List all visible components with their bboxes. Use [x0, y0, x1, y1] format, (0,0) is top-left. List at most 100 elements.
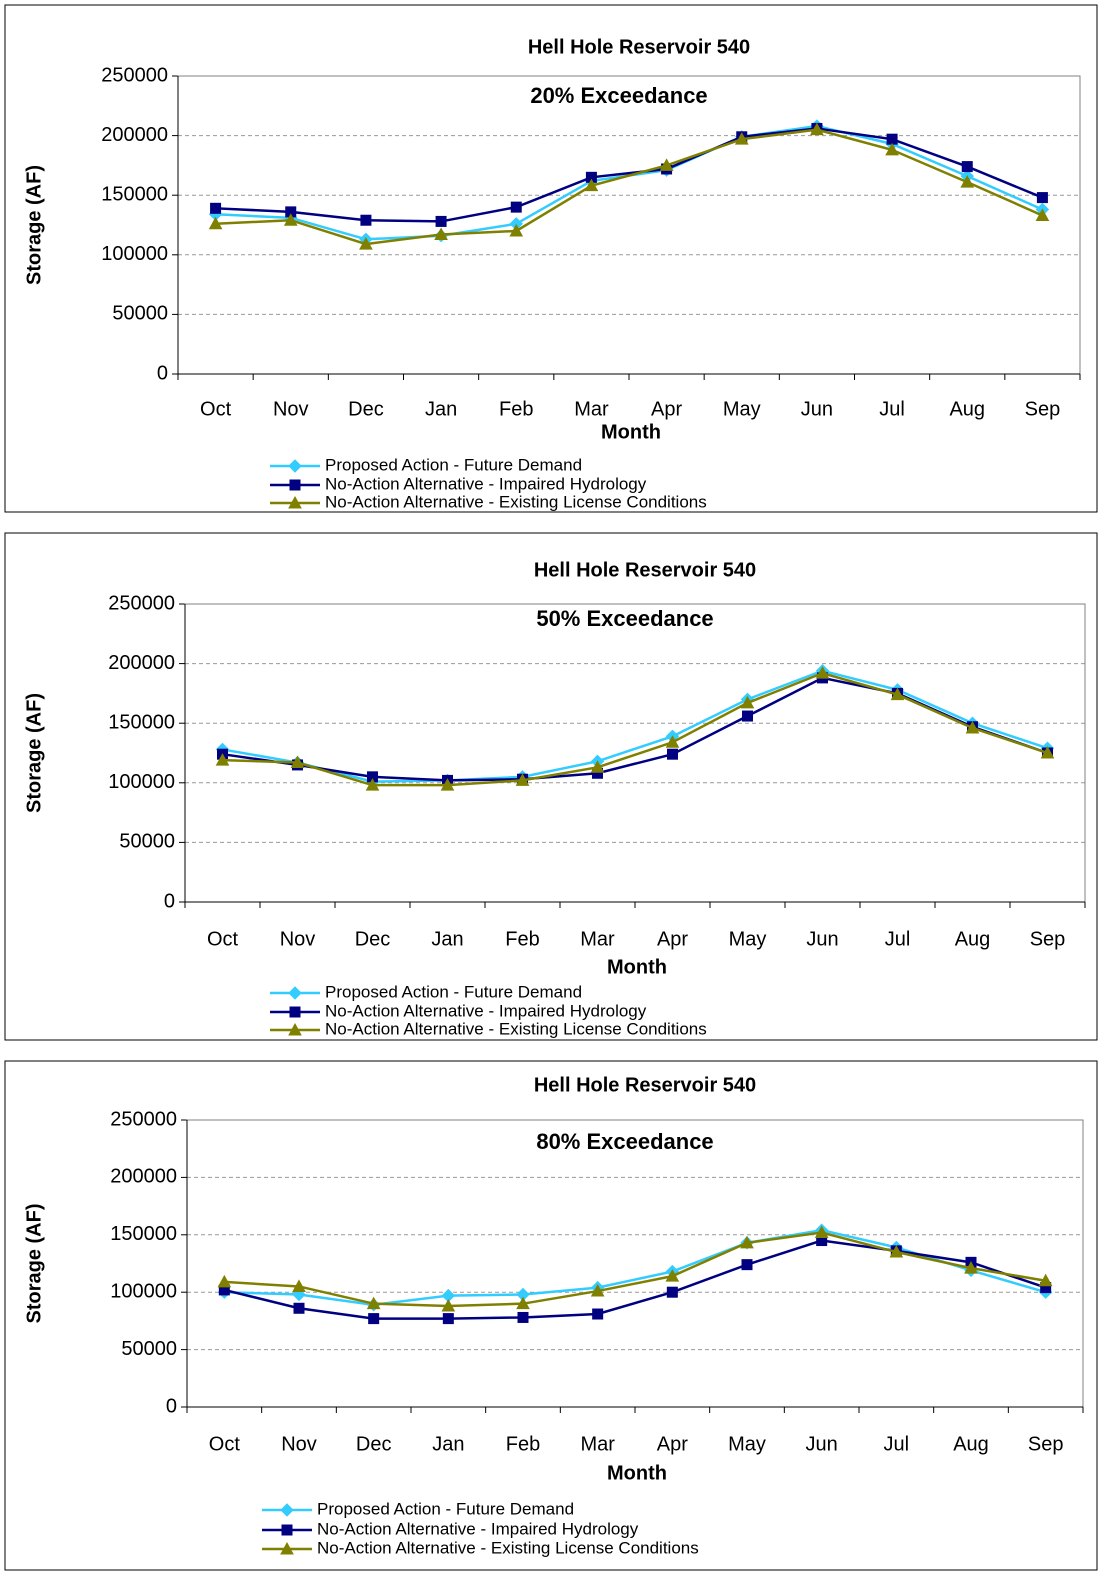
marker	[742, 710, 753, 722]
y-tick-label: 200000	[110, 1166, 177, 1188]
x-tick-label: Apr	[651, 398, 682, 420]
x-tick-label: Apr	[657, 1433, 688, 1455]
chart-title: Hell Hole Reservoir 540	[534, 1074, 756, 1096]
marker	[289, 1006, 301, 1018]
marker	[283, 213, 298, 226]
series-line	[215, 127, 1043, 223]
marker	[667, 748, 678, 760]
x-tick-label: Jan	[425, 398, 457, 420]
marker	[288, 459, 302, 473]
subtitle: 50% Exceedance	[536, 606, 713, 631]
x-tick-label: Dec	[356, 1433, 392, 1455]
marker	[440, 778, 455, 791]
x-axis-label: Month	[607, 956, 667, 978]
marker	[359, 237, 373, 250]
x-tick-label: Sep	[1030, 928, 1066, 950]
series-line	[222, 676, 1048, 782]
marker	[217, 1274, 232, 1288]
y-tick-label: 250000	[108, 592, 175, 614]
marker	[442, 1313, 454, 1325]
marker	[961, 161, 973, 173]
y-tick-label: 100000	[110, 1280, 177, 1302]
marker	[517, 1311, 529, 1323]
marker	[208, 216, 223, 230]
marker	[1036, 192, 1048, 204]
legend-label: No-Action Alternative - Existing License…	[325, 492, 707, 511]
x-tick-label: Sep	[1028, 1433, 1064, 1455]
x-tick-label: Oct	[200, 398, 232, 420]
x-tick-label: Nov	[281, 1433, 317, 1455]
series-line	[224, 1228, 1047, 1307]
panel-border	[4, 532, 1098, 1041]
x-tick-label: May	[723, 398, 761, 420]
marker	[590, 760, 605, 773]
x-tick-label: Mar	[580, 928, 615, 950]
x-tick-label: Nov	[273, 398, 309, 420]
marker	[288, 495, 302, 509]
x-axis-label: Month	[607, 1462, 667, 1484]
marker	[293, 1302, 305, 1314]
marker	[215, 753, 230, 766]
y-tick-label: 0	[157, 362, 168, 384]
x-tick-label: Aug	[955, 928, 991, 950]
x-tick-label: Dec	[355, 928, 391, 950]
x-tick-label: Jul	[879, 398, 905, 420]
marker	[366, 1296, 381, 1310]
marker	[965, 720, 980, 734]
marker	[1040, 745, 1055, 759]
y-tick-label: 100000	[108, 771, 175, 793]
y-tick-label: 50000	[119, 831, 175, 853]
x-tick-label: May	[729, 928, 767, 950]
marker	[281, 1524, 293, 1536]
marker	[292, 1279, 306, 1292]
legend-label: No-Action Alternative - Existing License…	[325, 1019, 707, 1038]
y-tick-label: 0	[166, 1395, 177, 1417]
x-tick-label: Feb	[505, 928, 539, 950]
marker	[740, 1235, 754, 1249]
plot-border	[184, 603, 1086, 903]
y-tick-label: 150000	[110, 1223, 177, 1245]
legend-label: No-Action Alternative - Impaired Hydrolo…	[325, 474, 647, 493]
marker	[814, 1225, 829, 1239]
chart-title: Hell Hole Reservoir 540	[534, 559, 756, 581]
chart-panel: Hell Hole Reservoir 540 0 50000 100000 15000…	[4, 4, 1098, 513]
panel-border	[4, 4, 1098, 513]
marker	[210, 202, 222, 214]
y-axis-label: Storage (AF)	[23, 693, 45, 813]
x-tick-label: Jun	[801, 398, 833, 420]
x-tick-label: May	[728, 1433, 766, 1455]
x-tick-label: Jun	[806, 928, 838, 950]
marker	[1035, 208, 1050, 221]
series-line	[224, 1239, 1047, 1320]
marker	[659, 158, 674, 171]
y-tick-label: 150000	[101, 183, 168, 205]
marker	[666, 1286, 678, 1298]
marker	[810, 122, 824, 136]
x-tick-label: Feb	[499, 398, 533, 420]
x-tick-label: Oct	[209, 1433, 241, 1455]
marker	[435, 215, 447, 227]
series-line	[222, 671, 1048, 787]
chart-panel: Hell Hole Reservoir 540 0 50000 100000 15000…	[4, 1060, 1098, 1571]
series-line	[222, 669, 1048, 783]
marker	[590, 1284, 605, 1297]
marker	[288, 986, 302, 1000]
legend-label: No-Action Alternative - Impaired Hydrolo…	[325, 1001, 647, 1020]
chart-title: Hell Hole Reservoir 540	[528, 36, 750, 58]
legend-label: No-Action Alternative - Impaired Hydrolo…	[317, 1519, 639, 1538]
x-tick-label: Oct	[207, 928, 239, 950]
marker	[885, 142, 899, 156]
marker	[592, 1308, 604, 1320]
x-tick-label: Nov	[280, 928, 316, 950]
y-tick-label: 50000	[112, 303, 168, 325]
marker	[890, 687, 905, 701]
marker	[441, 1298, 456, 1312]
y-axis-label: Storage (AF)	[23, 1204, 45, 1324]
x-tick-label: Aug	[949, 398, 985, 420]
subtitle: 80% Exceedance	[536, 1129, 713, 1154]
y-tick-label: 50000	[121, 1338, 177, 1360]
x-tick-label: Sep	[1025, 398, 1061, 420]
y-tick-label: 200000	[101, 124, 168, 146]
marker	[280, 1541, 294, 1555]
